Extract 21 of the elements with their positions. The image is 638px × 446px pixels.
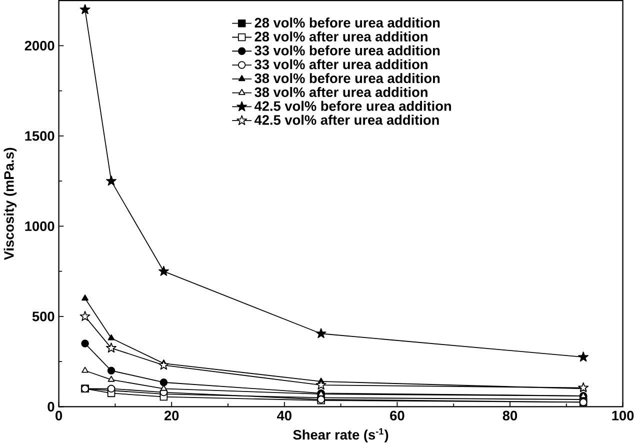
x-tick-label: 40 (277, 410, 292, 420)
legend-label: 33 vol% after urea addition (254, 59, 428, 70)
legend-label: 42.5 vol% after urea addition (254, 114, 439, 125)
legend-label: 28 vol% after urea addition (254, 31, 428, 42)
x-tick-label: 0 (56, 410, 62, 420)
x-tick-label: 20 (164, 410, 179, 420)
legend-label: 42.5 vol% before urea addition (254, 100, 451, 111)
x-tick-label: 80 (502, 410, 518, 420)
y-tick-label: 1500 (25, 131, 54, 141)
legend-label: 28 vol% before urea addition (254, 17, 440, 28)
legend-label: 33 vol% before urea addition (254, 45, 440, 56)
y-tick-label: 500 (32, 312, 54, 322)
x-tick-label: 100 (612, 410, 634, 420)
y-axis-title: Viscosity (mPa.s) (4, 148, 17, 260)
y-tick-label: 0 (48, 402, 54, 412)
x-tick-label: 60 (390, 410, 404, 420)
x-axis-title: Shear rate (s$^{-1}$) (293, 428, 388, 442)
y-tick-label: 2000 (24, 40, 54, 50)
y-tick-label: 1000 (25, 221, 54, 231)
legend-label: 38 vol% before urea addition (254, 73, 440, 84)
legend-label: 38 vol% after urea addition (254, 86, 428, 98)
